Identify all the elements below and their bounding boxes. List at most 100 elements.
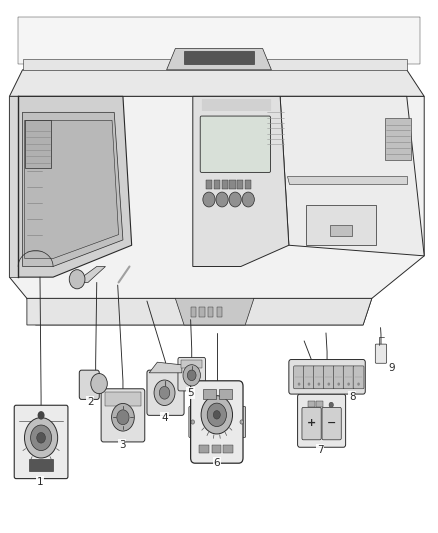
Polygon shape	[22, 112, 123, 266]
Circle shape	[337, 383, 340, 386]
Bar	[81, 375, 87, 394]
FancyBboxPatch shape	[293, 366, 304, 389]
Circle shape	[38, 411, 45, 419]
Circle shape	[242, 192, 254, 207]
Circle shape	[328, 383, 330, 386]
Bar	[105, 392, 141, 406]
Polygon shape	[287, 176, 407, 184]
Circle shape	[298, 383, 300, 386]
Circle shape	[154, 380, 175, 406]
Circle shape	[213, 410, 220, 419]
Polygon shape	[10, 96, 424, 298]
Text: +: +	[307, 418, 316, 429]
Circle shape	[187, 370, 196, 381]
Polygon shape	[27, 298, 372, 325]
Bar	[223, 445, 233, 453]
Polygon shape	[280, 96, 424, 256]
Bar	[306, 205, 376, 245]
Polygon shape	[18, 96, 132, 277]
Text: 3: 3	[119, 440, 125, 450]
FancyBboxPatch shape	[297, 394, 346, 447]
Bar	[203, 390, 216, 399]
Bar	[217, 308, 222, 317]
FancyBboxPatch shape	[189, 407, 197, 438]
Circle shape	[229, 192, 241, 207]
Bar	[199, 308, 205, 317]
Circle shape	[117, 410, 129, 425]
FancyBboxPatch shape	[200, 116, 271, 172]
Circle shape	[112, 403, 134, 431]
Circle shape	[207, 403, 226, 426]
Circle shape	[203, 192, 215, 207]
Text: 9: 9	[388, 362, 395, 373]
Bar	[307, 401, 314, 407]
FancyBboxPatch shape	[333, 366, 344, 389]
Circle shape	[201, 395, 233, 434]
Circle shape	[240, 420, 244, 424]
Text: 7: 7	[317, 445, 324, 455]
Circle shape	[69, 270, 85, 289]
FancyBboxPatch shape	[322, 407, 341, 440]
Polygon shape	[193, 96, 289, 266]
FancyBboxPatch shape	[375, 344, 387, 364]
Polygon shape	[10, 96, 18, 277]
Polygon shape	[25, 120, 51, 168]
Bar	[199, 445, 209, 453]
FancyBboxPatch shape	[79, 370, 99, 399]
Text: 1: 1	[37, 477, 43, 487]
Text: −: −	[327, 418, 336, 429]
Bar	[191, 308, 196, 317]
FancyBboxPatch shape	[178, 358, 205, 391]
Circle shape	[329, 402, 333, 408]
Text: 2: 2	[87, 397, 93, 407]
Text: 6: 6	[213, 458, 220, 468]
Text: 5: 5	[187, 388, 194, 398]
Circle shape	[318, 383, 320, 386]
Circle shape	[159, 386, 170, 399]
FancyBboxPatch shape	[101, 389, 145, 442]
FancyBboxPatch shape	[314, 366, 324, 389]
FancyBboxPatch shape	[289, 360, 365, 394]
FancyBboxPatch shape	[323, 366, 334, 389]
Circle shape	[307, 383, 310, 386]
Circle shape	[191, 420, 194, 424]
Bar	[206, 180, 212, 189]
Bar	[208, 308, 213, 317]
Polygon shape	[10, 70, 424, 96]
Bar	[214, 180, 220, 189]
Bar	[330, 225, 352, 236]
FancyBboxPatch shape	[191, 381, 243, 463]
Polygon shape	[18, 17, 420, 64]
Circle shape	[25, 417, 58, 458]
Bar	[230, 180, 236, 189]
Bar	[212, 445, 221, 453]
FancyBboxPatch shape	[147, 370, 184, 415]
FancyBboxPatch shape	[343, 366, 354, 389]
FancyBboxPatch shape	[304, 366, 314, 389]
Circle shape	[357, 383, 360, 386]
Circle shape	[37, 432, 46, 443]
Polygon shape	[25, 120, 119, 259]
Polygon shape	[75, 266, 106, 282]
Circle shape	[183, 365, 201, 386]
Bar	[29, 459, 53, 471]
FancyBboxPatch shape	[14, 405, 68, 479]
Bar	[222, 180, 228, 189]
Bar	[245, 180, 251, 189]
Bar	[237, 180, 244, 189]
FancyBboxPatch shape	[238, 407, 246, 438]
Text: 8: 8	[349, 392, 356, 402]
Text: 4: 4	[161, 413, 168, 423]
Polygon shape	[175, 298, 254, 325]
Circle shape	[216, 192, 228, 207]
Bar	[181, 360, 202, 368]
Circle shape	[31, 425, 52, 450]
FancyBboxPatch shape	[302, 407, 321, 440]
Circle shape	[91, 374, 107, 394]
FancyBboxPatch shape	[353, 366, 364, 389]
Circle shape	[347, 383, 350, 386]
Polygon shape	[27, 298, 372, 325]
Polygon shape	[166, 49, 272, 70]
Bar	[316, 401, 323, 407]
Bar	[219, 390, 232, 399]
